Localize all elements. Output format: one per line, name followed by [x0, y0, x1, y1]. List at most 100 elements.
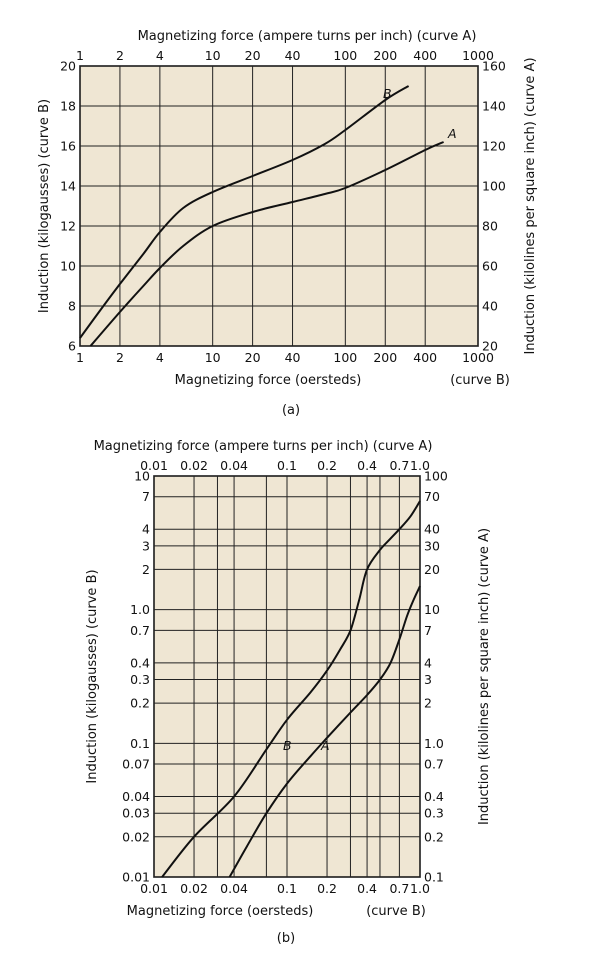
y-left-tick-label: 4 — [142, 522, 150, 537]
x-top-tick-label: 0.04 — [220, 458, 248, 473]
y-left-tick-label: 0.02 — [122, 829, 150, 844]
x-top-tick-label: 10 — [205, 48, 221, 63]
y-left-tick-label: 20 — [60, 59, 76, 74]
x-bottom-tick-label: 400 — [413, 350, 437, 365]
curve-b — [161, 500, 421, 878]
y-left-tick-label: 8 — [68, 299, 76, 314]
y-right-tick-label: 140 — [482, 99, 506, 114]
y-left-tick-label: 7 — [142, 489, 150, 504]
y-right-tick-label: 160 — [482, 59, 506, 74]
y-right-tick-label: 4 — [424, 655, 432, 670]
y-right-tick-label: 20 — [482, 339, 498, 354]
y-right-tick-label: 80 — [482, 219, 498, 234]
x-bottom-axis-title: Magnetizing force (oersteds) — [127, 904, 314, 919]
y-right-tick-label: 70 — [424, 489, 440, 504]
x-bottom-tick-label: 0.04 — [220, 881, 248, 896]
x-top-tick-label: 0.2 — [317, 458, 337, 473]
curve-a — [228, 585, 421, 878]
y-right-tick-label: 3 — [424, 672, 432, 687]
y-right-tick-label: 7 — [424, 623, 432, 638]
y-left-tick-label: 0.03 — [122, 806, 150, 821]
curve-a-label: A — [447, 126, 457, 141]
x-top-tick-label: 1 — [76, 48, 84, 63]
x-bottom-tick-label: 10 — [205, 350, 221, 365]
x-bottom-tick-label: 40 — [285, 350, 301, 365]
y-right-tick-label: 0.2 — [424, 829, 444, 844]
y-left-tick-label: 0.07 — [122, 757, 150, 772]
x-bottom-tick-label: 0.1 — [277, 881, 297, 896]
x-top-tick-label: 20 — [245, 48, 261, 63]
y-right-tick-label: 0.7 — [424, 757, 444, 772]
chart-a: 1122441010202040401001002002004004001000… — [37, 29, 538, 418]
x-top-tick-label: 1000 — [462, 48, 494, 63]
y-right-tick-label: 100 — [482, 179, 506, 194]
y-left-tick-label: 0.4 — [130, 655, 150, 670]
y-right-tick-label: 20 — [424, 562, 440, 577]
x-bottom-tick-label: 200 — [373, 350, 397, 365]
x-top-tick-label: 1.0 — [410, 458, 430, 473]
x-bottom-tick-label: 1000 — [462, 350, 494, 365]
curve-a-label: A — [320, 738, 330, 753]
curve-b — [79, 85, 410, 339]
y-right-tick-label: 100 — [424, 469, 448, 484]
curve-b-label: B — [283, 738, 292, 753]
y-right-tick-label: 0.3 — [424, 806, 444, 821]
x-top-tick-label: 4 — [156, 48, 164, 63]
y-left-tick-label: 10 — [60, 259, 76, 274]
x-bottom-tick-label: 0.02 — [180, 881, 208, 896]
x-top-tick-label: 0.1 — [277, 458, 297, 473]
x-top-axis-title: Magnetizing force (ampere turns per inch… — [138, 29, 477, 44]
y-right-tick-label: 120 — [482, 139, 506, 154]
chart-caption: (a) — [282, 403, 300, 418]
x-top-tick-label: 40 — [285, 48, 301, 63]
curve-b-label: B — [383, 86, 392, 101]
x-top-tick-label: 0.02 — [180, 458, 208, 473]
curve-a — [89, 141, 444, 347]
x-bottom-tick-label: 0.01 — [140, 881, 168, 896]
x-bottom-tick-label: 2 — [116, 350, 124, 365]
x-bottom-tick-label: 0.4 — [357, 881, 377, 896]
y-left-tick-label: 0.2 — [130, 696, 150, 711]
y-left-tick-label: 0.3 — [130, 672, 150, 687]
y-right-tick-label: 0.4 — [424, 789, 444, 804]
x-top-tick-label: 2 — [116, 48, 124, 63]
y-right-tick-label: 1.0 — [424, 736, 444, 751]
y-right-tick-label: 10 — [424, 602, 440, 617]
y-left-tick-label: 0.04 — [122, 789, 150, 804]
chart-b: 0.010.010.020.020.040.040.10.10.20.20.40… — [85, 439, 492, 946]
y-left-axis-title: Induction (kilogausses) (curve B) — [37, 99, 52, 313]
x-bottom-tick-label: 1 — [76, 350, 84, 365]
x-top-axis-title: Magnetizing force (ampere turns per inch… — [94, 439, 433, 454]
y-left-axis-title: Induction (kilogausses) (curve B) — [85, 569, 100, 783]
x-top-tick-label: 100 — [333, 48, 357, 63]
x-bottom-curve-tag: (curve B) — [450, 373, 510, 388]
x-bottom-axis-title: Magnetizing force (oersteds) — [175, 373, 362, 388]
y-left-tick-label: 18 — [60, 99, 76, 114]
y-right-axis-title: Induction (kilolines per square inch) (c… — [477, 528, 492, 825]
y-left-tick-label: 3 — [142, 538, 150, 553]
y-left-tick-label: 0.7 — [130, 623, 150, 638]
y-left-tick-label: 10 — [134, 469, 150, 484]
y-right-tick-label: 40 — [424, 522, 440, 537]
y-left-tick-label: 2 — [142, 562, 150, 577]
x-top-tick-label: 400 — [413, 48, 437, 63]
x-bottom-tick-label: 4 — [156, 350, 164, 365]
x-bottom-curve-tag: (curve B) — [366, 904, 426, 919]
y-left-tick-label: 16 — [60, 139, 76, 154]
y-left-tick-label: 0.01 — [122, 870, 150, 885]
x-top-tick-label: 0.01 — [140, 458, 168, 473]
y-right-tick-label: 2 — [424, 696, 432, 711]
y-right-tick-label: 60 — [482, 259, 498, 274]
x-bottom-tick-label: 20 — [245, 350, 261, 365]
x-bottom-tick-label: 0.7 — [389, 881, 409, 896]
y-left-tick-label: 0.1 — [130, 736, 150, 751]
y-left-tick-label: 6 — [68, 339, 76, 354]
y-right-axis-title: Induction (kilolines per square inch) (c… — [523, 57, 538, 354]
y-left-tick-label: 1.0 — [130, 602, 150, 617]
y-right-tick-label: 0.1 — [424, 870, 444, 885]
x-bottom-tick-label: 100 — [333, 350, 357, 365]
y-left-tick-label: 14 — [60, 179, 76, 194]
x-top-tick-label: 0.7 — [389, 458, 409, 473]
y-right-tick-label: 40 — [482, 299, 498, 314]
